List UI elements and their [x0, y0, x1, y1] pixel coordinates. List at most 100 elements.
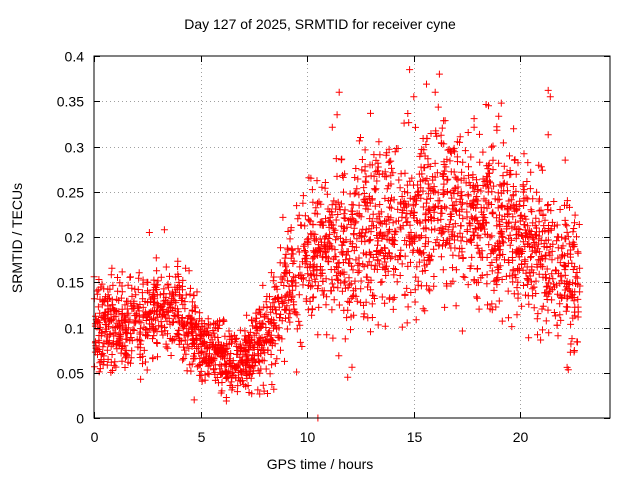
data-point [256, 390, 264, 398]
data-point [129, 326, 137, 334]
data-point [389, 219, 397, 227]
data-point [293, 311, 301, 319]
data-point [564, 303, 571, 311]
data-point [333, 111, 341, 119]
data-point [483, 271, 491, 279]
data-point [225, 355, 233, 363]
data-point [535, 207, 543, 215]
data-point [148, 320, 156, 328]
data-point [180, 355, 188, 362]
data-point [101, 321, 109, 328]
data-point [245, 346, 253, 354]
data-point [139, 280, 147, 288]
data-point [426, 163, 434, 170]
data-point [130, 301, 138, 309]
data-point [490, 286, 498, 294]
data-point [406, 66, 414, 74]
data-point [516, 217, 524, 225]
data-point [384, 267, 392, 275]
data-point [314, 331, 322, 339]
data-point [410, 93, 418, 101]
data-point [165, 314, 173, 322]
data-point [449, 251, 457, 259]
data-point [381, 217, 388, 225]
data-point [153, 308, 160, 316]
data-point [213, 324, 221, 332]
data-point [491, 245, 499, 253]
data-point [352, 292, 360, 300]
data-point [514, 290, 522, 298]
data-point [525, 334, 533, 342]
data-point [290, 298, 298, 306]
data-point [385, 249, 393, 257]
data-point [381, 266, 389, 273]
data-point [107, 271, 115, 279]
data-point [347, 280, 355, 288]
data-point [518, 302, 526, 310]
data-point [242, 360, 250, 368]
data-point [281, 293, 289, 301]
data-point [406, 210, 414, 218]
data-point [181, 346, 188, 354]
data-point [246, 367, 254, 375]
data-point [398, 323, 406, 331]
data-point [182, 350, 190, 358]
data-point [115, 321, 123, 329]
data-point [338, 287, 346, 295]
data-point [505, 210, 513, 218]
data-point [409, 248, 417, 256]
data-point [337, 222, 345, 230]
data-point [511, 156, 519, 164]
data-point [501, 212, 509, 220]
data-point [495, 246, 503, 254]
data-point [175, 282, 183, 290]
data-point [190, 396, 198, 404]
data-point [374, 321, 382, 329]
data-point [256, 306, 263, 314]
data-point [220, 317, 228, 325]
data-point [553, 321, 561, 329]
data-point [123, 335, 131, 343]
data-point [574, 295, 582, 303]
data-point [524, 280, 532, 288]
data-point [319, 277, 327, 285]
data-point [453, 175, 461, 183]
data-point [431, 204, 439, 212]
data-point [505, 197, 513, 205]
data-point [299, 199, 307, 207]
data-point [307, 271, 315, 279]
data-point [365, 237, 373, 245]
data-point [466, 222, 474, 230]
data-point [515, 250, 523, 258]
data-point [423, 80, 430, 88]
data-point [517, 211, 525, 219]
data-point [109, 367, 116, 374]
data-point [505, 314, 512, 322]
data-point [574, 248, 582, 256]
data-point [385, 158, 393, 166]
data-point [503, 222, 511, 230]
data-point [99, 297, 107, 305]
data-point [208, 354, 216, 362]
data-point [371, 186, 379, 194]
data-point [364, 314, 372, 322]
data-point [210, 329, 218, 337]
data-point [178, 321, 186, 329]
data-point [98, 280, 106, 288]
data-point [373, 177, 381, 185]
data-point [513, 231, 521, 239]
data-point [534, 331, 541, 339]
data-point [367, 228, 375, 236]
data-point [99, 361, 107, 369]
data-point [496, 250, 504, 258]
data-point [404, 303, 412, 311]
data-point [498, 203, 506, 211]
data-point [506, 231, 514, 239]
data-point [303, 237, 311, 245]
data-point [236, 340, 244, 348]
data-point [527, 278, 535, 286]
data-point [456, 229, 464, 237]
data-point [197, 371, 205, 379]
data-point [179, 301, 187, 309]
data-point [424, 190, 432, 198]
